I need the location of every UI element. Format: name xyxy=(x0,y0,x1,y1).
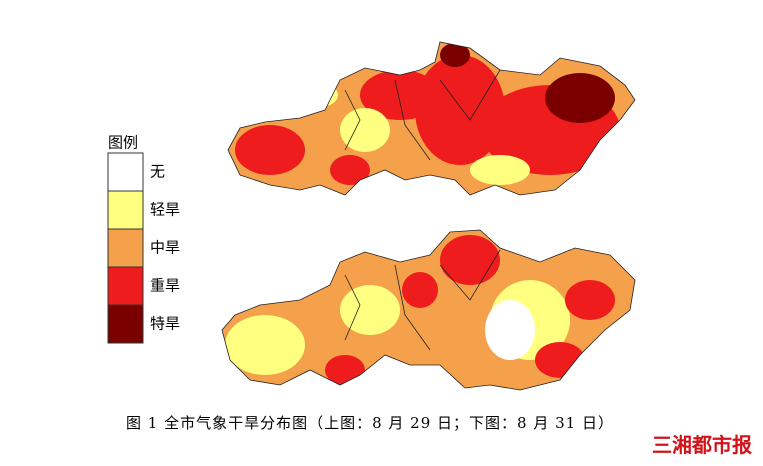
legend-swatch xyxy=(107,190,144,230)
legend-title: 图例 xyxy=(108,134,138,152)
legend-label: 无 xyxy=(150,163,165,181)
map-bottom xyxy=(222,230,635,390)
district-borders xyxy=(344,249,501,351)
legend-swatch xyxy=(107,228,144,268)
map-top xyxy=(228,42,635,195)
legend-swatch xyxy=(107,304,144,344)
watermark: 三湘都市报 xyxy=(652,433,752,457)
legend-label: 轻旱 xyxy=(150,201,180,219)
legend-swatch xyxy=(107,152,144,192)
map-bottom-border xyxy=(221,229,636,391)
legend-swatch xyxy=(107,266,144,306)
legend-label: 特旱 xyxy=(150,315,180,333)
caption: 图 1 全市气象干旱分布图（上图：8 月 29 日；下图：8 月 31 日） xyxy=(126,414,614,432)
map-top-border xyxy=(227,41,636,196)
legend-label: 中旱 xyxy=(150,239,180,257)
legend-label: 重旱 xyxy=(150,277,180,295)
district-borders xyxy=(344,69,501,161)
